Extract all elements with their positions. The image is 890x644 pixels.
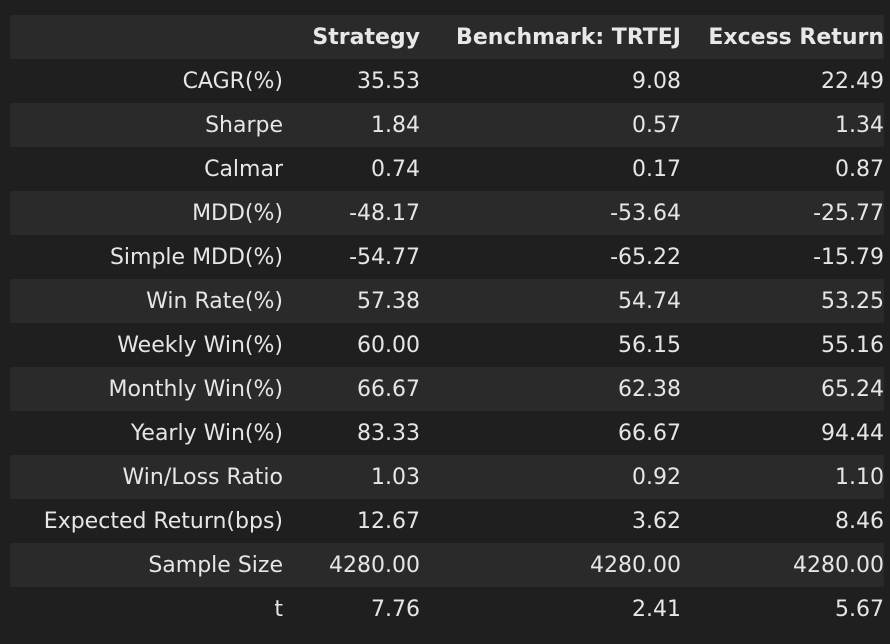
cell-benchmark: 0.17 xyxy=(632,156,681,182)
cell-excess: 55.16 xyxy=(821,332,884,358)
cell-strategy: -48.17 xyxy=(349,200,420,226)
table-row: t 7.76 2.41 5.67 xyxy=(10,587,884,631)
header-strategy: Strategy xyxy=(312,24,420,50)
cell-benchmark: -65.22 xyxy=(610,244,681,270)
cell-excess: -25.77 xyxy=(813,200,884,226)
row-label: Monthly Win(%) xyxy=(108,376,283,402)
row-label: Sample Size xyxy=(148,552,283,578)
cell-excess: 53.25 xyxy=(821,288,884,314)
cell-benchmark: -53.64 xyxy=(610,200,681,226)
cell-strategy: 4280.00 xyxy=(329,552,420,578)
table-row: Calmar 0.74 0.17 0.87 xyxy=(10,147,884,191)
cell-benchmark: 4280.00 xyxy=(590,552,681,578)
cell-strategy: 7.76 xyxy=(371,596,420,622)
row-label: CAGR(%) xyxy=(182,68,283,94)
performance-table: Strategy Benchmark: TRTEJ Excess Return … xyxy=(10,15,884,631)
table-row: Sharpe 1.84 0.57 1.34 xyxy=(10,103,884,147)
cell-benchmark: 9.08 xyxy=(632,68,681,94)
table-header-row: Strategy Benchmark: TRTEJ Excess Return xyxy=(10,15,884,59)
table-row: Sample Size 4280.00 4280.00 4280.00 xyxy=(10,543,884,587)
cell-benchmark: 62.38 xyxy=(618,376,681,402)
table-row: Simple MDD(%) -54.77 -65.22 -15.79 xyxy=(10,235,884,279)
row-label: t xyxy=(274,596,283,622)
row-label: Weekly Win(%) xyxy=(117,332,283,358)
header-excess-return: Excess Return xyxy=(708,24,884,50)
cell-strategy: -54.77 xyxy=(349,244,420,270)
row-label: Simple MDD(%) xyxy=(109,244,283,270)
cell-excess: 65.24 xyxy=(821,376,884,402)
cell-excess: 1.34 xyxy=(835,112,884,138)
cell-strategy: 60.00 xyxy=(357,332,420,358)
cell-benchmark: 3.62 xyxy=(632,508,681,534)
cell-excess: 0.87 xyxy=(835,156,884,182)
cell-strategy: 66.67 xyxy=(357,376,420,402)
row-label: Yearly Win(%) xyxy=(130,420,283,446)
cell-benchmark: 54.74 xyxy=(618,288,681,314)
cell-strategy: 0.74 xyxy=(371,156,420,182)
table-row: CAGR(%) 35.53 9.08 22.49 xyxy=(10,59,884,103)
cell-benchmark: 0.92 xyxy=(632,464,681,490)
row-label: Calmar xyxy=(204,156,283,182)
table-row: Win/Loss Ratio 1.03 0.92 1.10 xyxy=(10,455,884,499)
cell-excess: 5.67 xyxy=(835,596,884,622)
header-index xyxy=(10,15,283,59)
cell-excess: 4280.00 xyxy=(793,552,884,578)
table-row: Win Rate(%) 57.38 54.74 53.25 xyxy=(10,279,884,323)
cell-excess: 1.10 xyxy=(835,464,884,490)
row-label: Sharpe xyxy=(205,112,283,138)
cell-benchmark: 56.15 xyxy=(618,332,681,358)
cell-benchmark: 0.57 xyxy=(632,112,681,138)
cell-excess: -15.79 xyxy=(813,244,884,270)
cell-strategy: 83.33 xyxy=(357,420,420,446)
cell-strategy: 57.38 xyxy=(357,288,420,314)
table-row: Monthly Win(%) 66.67 62.38 65.24 xyxy=(10,367,884,411)
cell-excess: 22.49 xyxy=(821,68,884,94)
cell-benchmark: 66.67 xyxy=(618,420,681,446)
cell-strategy: 35.53 xyxy=(357,68,420,94)
row-label: Win/Loss Ratio xyxy=(122,464,283,490)
table-row: MDD(%) -48.17 -53.64 -25.77 xyxy=(10,191,884,235)
cell-excess: 94.44 xyxy=(821,420,884,446)
cell-strategy: 1.84 xyxy=(371,112,420,138)
cell-benchmark: 2.41 xyxy=(632,596,681,622)
row-label: MDD(%) xyxy=(192,200,283,226)
header-benchmark: Benchmark: TRTEJ xyxy=(456,24,681,50)
row-label: Expected Return(bps) xyxy=(43,508,283,534)
table-row: Weekly Win(%) 60.00 56.15 55.16 xyxy=(10,323,884,367)
cell-strategy: 1.03 xyxy=(371,464,420,490)
cell-strategy: 12.67 xyxy=(357,508,420,534)
table-row: Expected Return(bps) 12.67 3.62 8.46 xyxy=(10,499,884,543)
cell-excess: 8.46 xyxy=(835,508,884,534)
table-row: Yearly Win(%) 83.33 66.67 94.44 xyxy=(10,411,884,455)
row-label: Win Rate(%) xyxy=(146,288,283,314)
